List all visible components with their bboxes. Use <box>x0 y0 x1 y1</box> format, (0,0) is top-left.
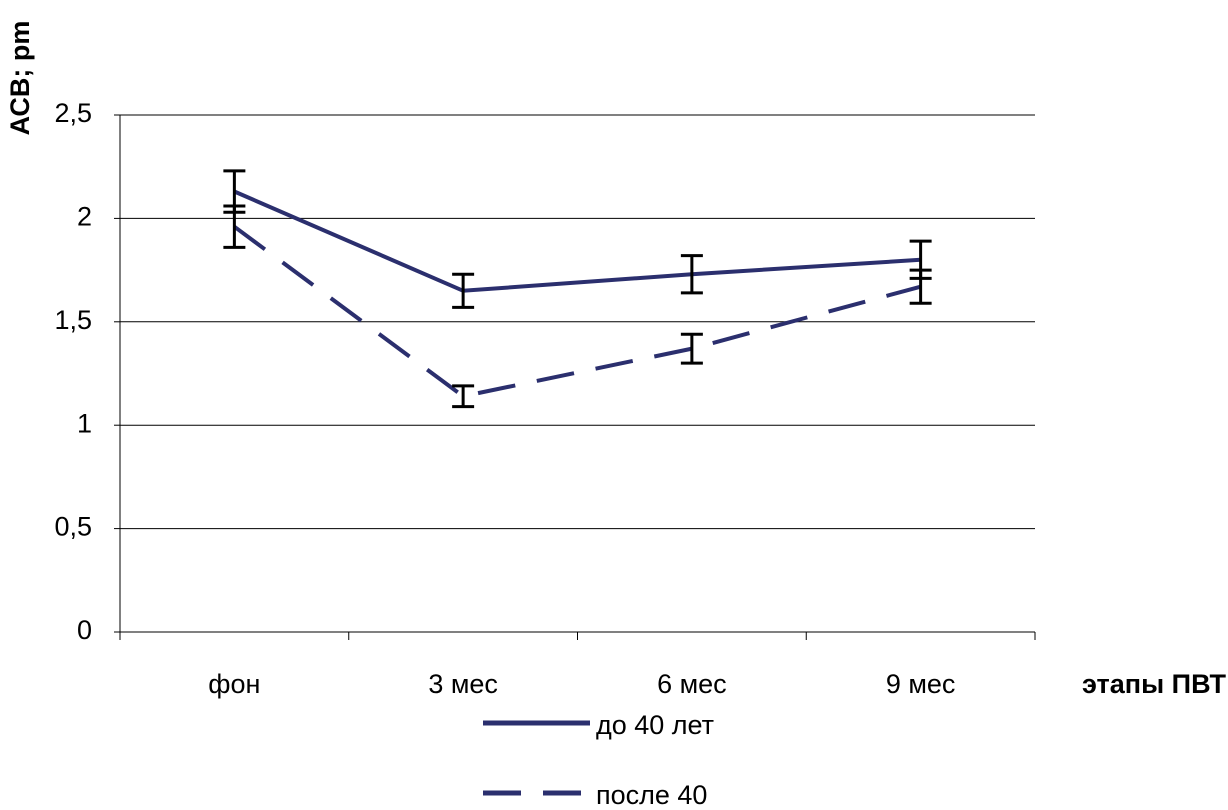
y-tick-label: 2 <box>77 202 92 232</box>
y-tick-label: 0 <box>77 615 92 645</box>
legend-label: до 40 лет <box>596 710 714 740</box>
series-line <box>233 189 921 293</box>
y-tick-label: 2,5 <box>54 98 92 128</box>
y-tick-label: 0,5 <box>54 512 92 542</box>
error-bar <box>680 254 703 295</box>
error-bar <box>452 384 475 409</box>
error-bar <box>909 268 932 305</box>
legend-label: после 40 <box>596 780 707 810</box>
x-tick-label: 9 мес <box>886 669 956 699</box>
series-line <box>233 225 922 399</box>
x-tick-label: 6 мес <box>657 669 727 699</box>
error-bar <box>680 332 703 365</box>
x-tick-label: 3 мес <box>428 669 498 699</box>
error-bar <box>452 272 475 309</box>
y-tick-label: 1,5 <box>54 305 92 335</box>
y-tick-label: 1 <box>77 408 92 438</box>
y-axis-label: АСВ; pm <box>5 21 35 136</box>
error-bar <box>223 204 246 249</box>
x-axis-label: этапы ПВТ <box>1082 669 1227 699</box>
x-tick-label: фон <box>208 669 260 699</box>
